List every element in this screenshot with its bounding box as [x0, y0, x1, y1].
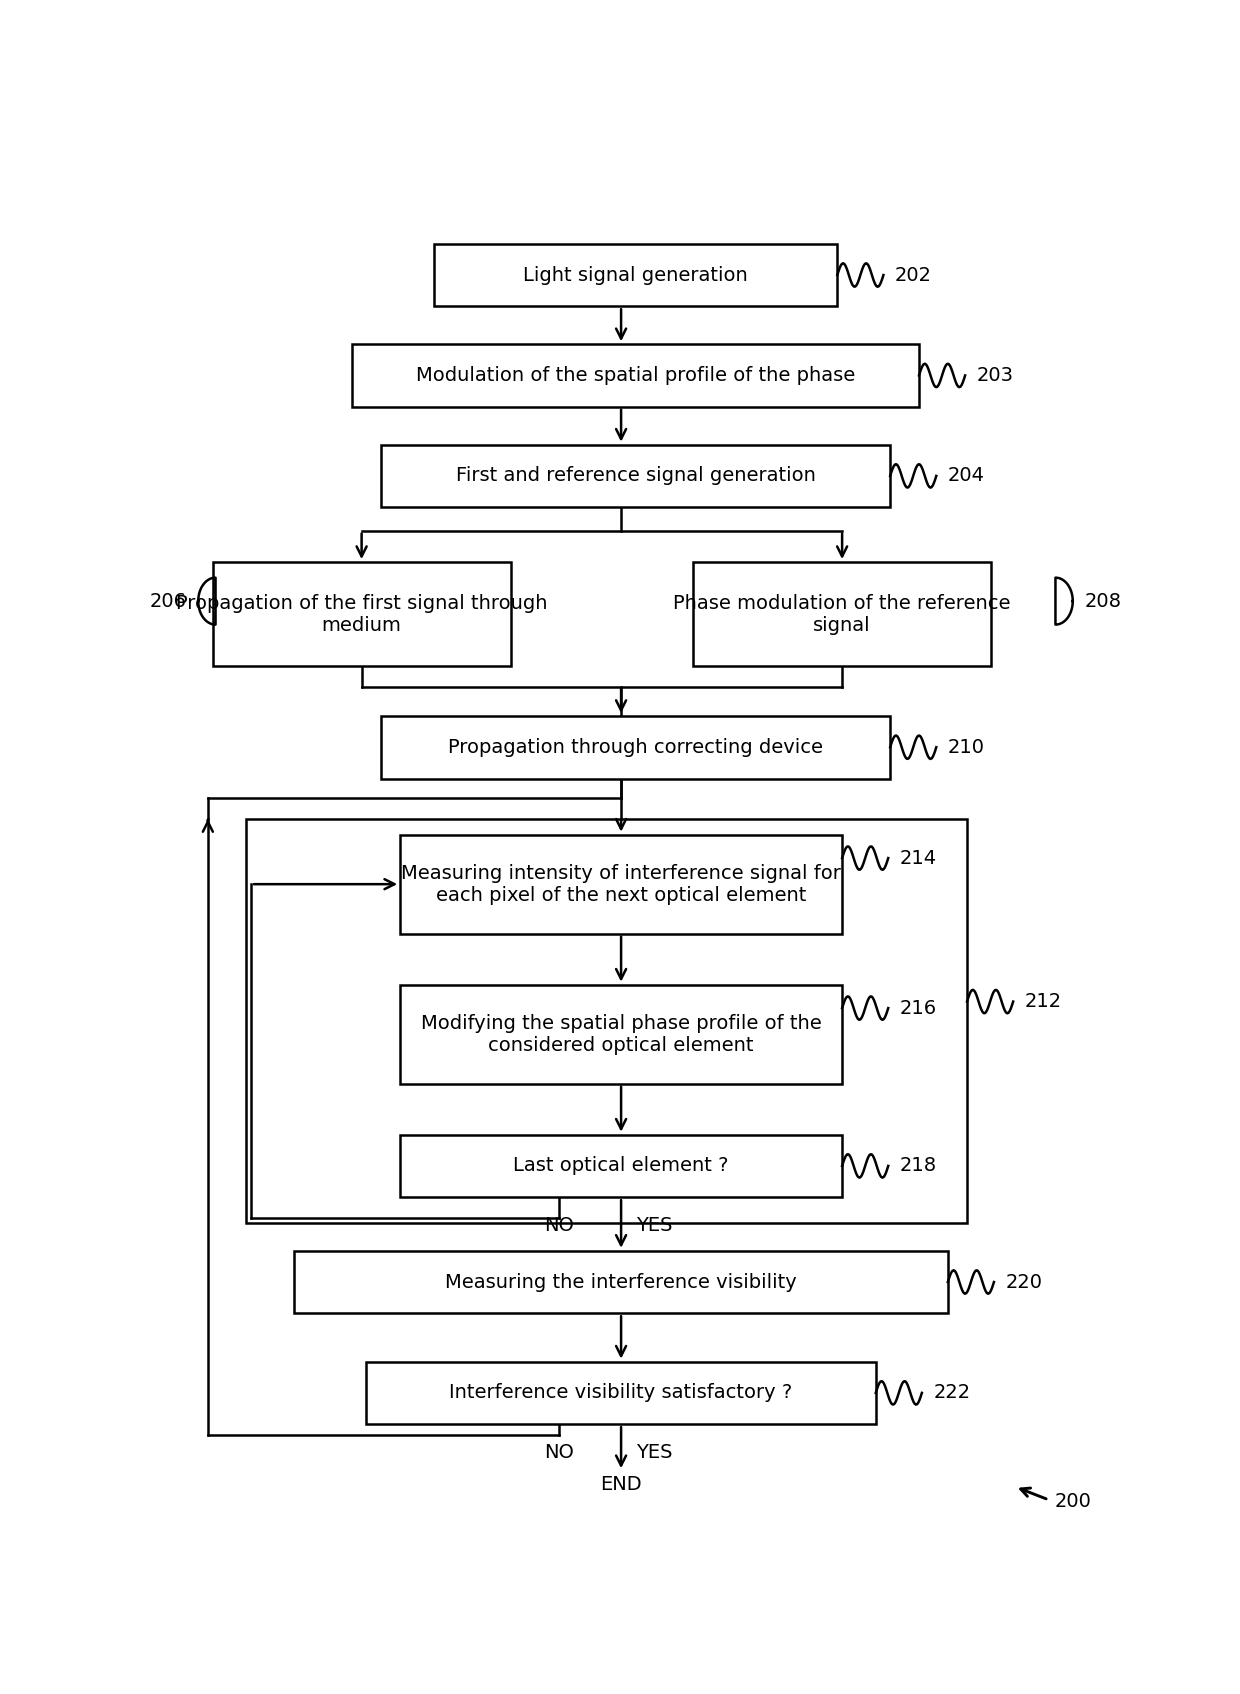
Text: 220: 220	[1006, 1272, 1043, 1291]
Text: 206: 206	[150, 591, 187, 610]
Text: Modulation of the spatial profile of the phase: Modulation of the spatial profile of the…	[415, 366, 856, 385]
Text: Interference visibility satisfactory ?: Interference visibility satisfactory ?	[449, 1384, 792, 1403]
Text: 204: 204	[947, 466, 985, 486]
FancyBboxPatch shape	[367, 1362, 875, 1425]
FancyBboxPatch shape	[381, 717, 890, 779]
Text: 202: 202	[895, 266, 932, 285]
FancyBboxPatch shape	[434, 244, 837, 307]
Text: Modifying the spatial phase profile of the
considered optical element: Modifying the spatial phase profile of t…	[420, 1013, 821, 1055]
Text: Propagation through correcting device: Propagation through correcting device	[448, 737, 823, 757]
FancyBboxPatch shape	[401, 1135, 842, 1198]
FancyBboxPatch shape	[294, 1250, 947, 1313]
Text: 200: 200	[1054, 1492, 1091, 1511]
Text: 218: 218	[900, 1157, 937, 1176]
FancyBboxPatch shape	[381, 444, 890, 507]
Text: 208: 208	[1084, 591, 1121, 610]
FancyBboxPatch shape	[401, 984, 842, 1084]
Text: NO: NO	[543, 1443, 574, 1462]
Text: YES: YES	[636, 1443, 673, 1462]
Text: Light signal generation: Light signal generation	[523, 266, 748, 285]
Text: 212: 212	[1024, 993, 1061, 1011]
Text: NO: NO	[543, 1216, 574, 1235]
Text: First and reference signal generation: First and reference signal generation	[455, 466, 816, 486]
Text: Measuring intensity of interference signal for
each pixel of the next optical el: Measuring intensity of interference sign…	[402, 864, 841, 905]
Text: 216: 216	[900, 998, 937, 1018]
FancyBboxPatch shape	[213, 562, 511, 666]
Text: YES: YES	[636, 1216, 673, 1235]
FancyBboxPatch shape	[401, 835, 842, 933]
Text: 222: 222	[934, 1384, 971, 1403]
Text: 210: 210	[947, 737, 985, 757]
Text: Propagation of the first signal through
medium: Propagation of the first signal through …	[176, 593, 547, 635]
Text: Phase modulation of the reference
signal: Phase modulation of the reference signal	[673, 593, 1011, 635]
Text: Last optical element ?: Last optical element ?	[513, 1157, 729, 1176]
Text: END: END	[600, 1475, 642, 1494]
Text: 214: 214	[900, 849, 937, 867]
Text: 203: 203	[977, 366, 1013, 385]
FancyBboxPatch shape	[693, 562, 991, 666]
FancyBboxPatch shape	[352, 344, 919, 407]
Text: Measuring the interference visibility: Measuring the interference visibility	[445, 1272, 797, 1291]
